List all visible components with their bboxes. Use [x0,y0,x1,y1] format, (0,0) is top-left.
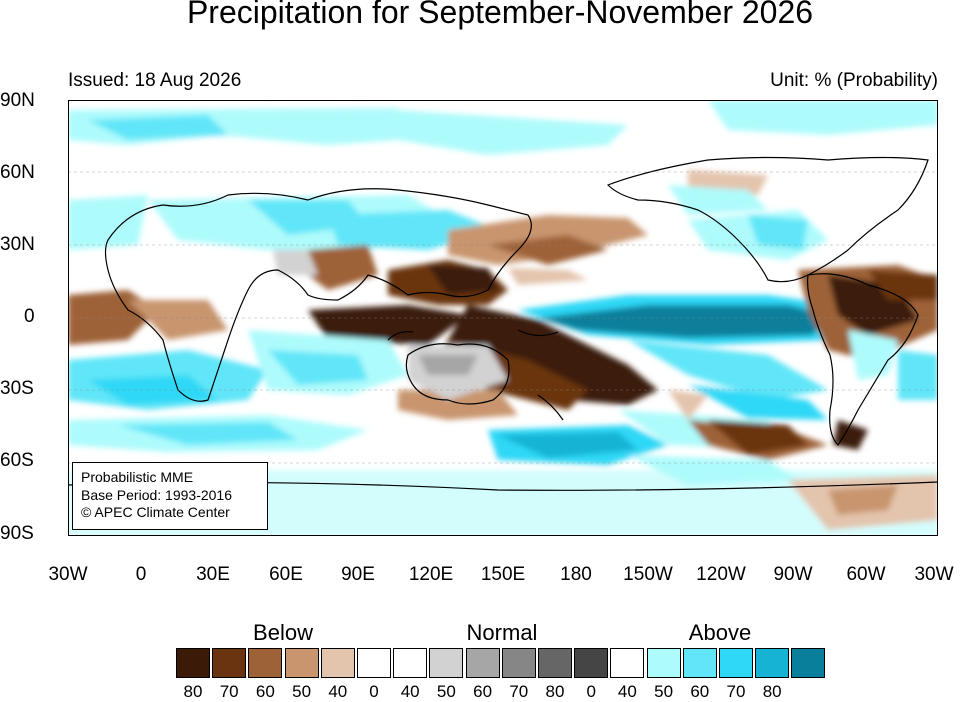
legend-swatch [574,648,609,678]
unit-label: Unit: % (Probability) [770,70,938,91]
lon-label: 150E [480,564,526,585]
legend-swatch [538,648,572,678]
legend-tick-label: 60 [473,682,493,701]
legend-swatch [465,648,500,678]
legend-tick-label: 80 [545,682,565,701]
legend-group-normal: Normal [466,620,538,645]
legend-swatch [357,648,391,678]
legend-swatch [501,648,536,678]
legend-tick-label: 40 [328,682,348,701]
lat-label: 60S [0,450,34,471]
lon-label: 120E [408,564,454,585]
legend-group-above: Above [688,620,752,645]
legend-tick-label: 80 [183,682,203,701]
lon-label: 60W [846,564,886,585]
legend-swatch [248,648,283,678]
legend-tick-label: 40 [617,682,637,701]
lat-label: 30S [0,378,34,399]
legend-tick-label: 0 [369,682,379,701]
legend-group-below: Below [253,620,313,645]
info-box: Probabilistic MME Base Period: 1993-2016… [72,462,268,530]
map-title: Precipitation for September-November 202… [186,0,814,30]
legend-tick-label: 70 [509,682,529,701]
lat-label: 0 [24,306,35,327]
legend-tick-label: 70 [219,682,239,701]
legend-swatch [755,648,790,678]
legend-swatch [212,648,247,678]
legend-swatch [320,648,355,678]
lon-label: 90E [341,564,375,585]
lat-label: 30N [0,234,35,255]
info-line: Base Period: 1993-2016 [81,486,232,503]
legend-tick-label: 50 [436,682,456,701]
lon-label: 30W [48,564,88,585]
legend-tick-label: 40 [400,682,420,701]
legend-swatch [176,648,210,678]
legend-tick-label: 50 [654,682,674,701]
legend-swatch [393,648,428,678]
legend-swatch [610,648,645,678]
legend-tick-label: 60 [255,682,275,701]
info-line: Probabilistic MME [81,469,194,485]
lon-label: 30W [914,564,954,585]
lat-label: 90S [0,523,34,544]
lat-label: 90N [0,90,35,111]
lon-label: 90W [773,564,813,585]
info-line: © APEC Climate Center [81,504,230,520]
legend-swatch [284,648,319,678]
lon-label: 120W [696,564,746,585]
legend-tick-label: 70 [726,682,746,701]
lat-label: 60N [0,162,35,183]
legend-swatch [791,648,826,678]
legend-tick-label: 0 [586,682,596,701]
legend-tick-label: 60 [690,682,710,701]
lon-label: 30E [196,564,230,585]
legend-swatch [682,648,717,678]
lon-label: 60E [269,564,303,585]
probability-field [68,100,938,536]
issued-date: Issued: 18 Aug 2026 [68,70,242,91]
legend-swatch [429,648,464,678]
lon-label: 180 [560,564,592,585]
legend-tick-label: 50 [292,682,312,701]
legend-tick-label: 80 [762,682,782,701]
lon-label: 150W [623,564,673,585]
legend-swatch [646,648,681,678]
legend-swatch [719,648,753,678]
lon-label: 0 [135,564,147,585]
